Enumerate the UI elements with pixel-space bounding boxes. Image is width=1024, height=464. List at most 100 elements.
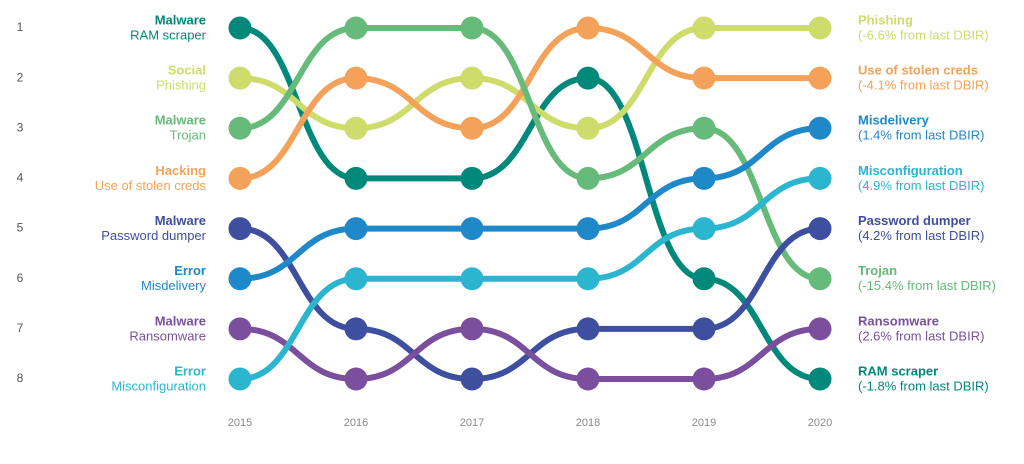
rank-dot [692, 267, 716, 291]
y-tick-label: 7 [17, 321, 24, 335]
right-label-name: Phishing [858, 12, 913, 27]
rank-dot [692, 66, 716, 90]
right-label-name: RAM scraper [858, 363, 938, 378]
series-line [237, 325, 823, 383]
rank-dot [228, 66, 252, 90]
rank-dot [460, 66, 484, 90]
rank-dot [460, 367, 484, 391]
left-label-name: Password dumper [101, 228, 206, 243]
rank-dot [692, 166, 716, 190]
rank-dot [344, 317, 368, 341]
right-label-name: Misdelivery [858, 113, 930, 128]
rank-dot [692, 116, 716, 140]
rank-dot [576, 166, 600, 190]
right-label-change: (-6.6% from last DBIR) [858, 27, 989, 42]
right-label-name: Ransomware [858, 313, 939, 328]
rank-dot [228, 116, 252, 140]
rank-dot [344, 267, 368, 291]
series-line [237, 175, 823, 382]
left-label-name: Ransomware [129, 328, 206, 343]
left-label-group: Hacking [155, 163, 206, 178]
rank-dot [344, 217, 368, 241]
rank-dot [460, 317, 484, 341]
left-label-group: Social [168, 63, 206, 78]
rank-dot [808, 217, 832, 241]
rank-dot [808, 166, 832, 190]
left-label-name: Misdelivery [141, 278, 207, 293]
rank-dot [344, 166, 368, 190]
rank-dot [576, 367, 600, 391]
y-tick-label: 4 [17, 171, 24, 185]
rank-dot [808, 267, 832, 291]
rank-dot [228, 367, 252, 391]
left-label-group: Malware [155, 213, 206, 228]
rank-dot [576, 66, 600, 90]
x-tick-label: 2019 [692, 417, 716, 429]
x-tick-label: 2016 [344, 417, 368, 429]
rank-dot [460, 166, 484, 190]
rank-dot [576, 217, 600, 241]
rank-dot [692, 367, 716, 391]
rank-dot [692, 16, 716, 40]
x-tick-label: 2020 [808, 417, 832, 429]
rank-dot [460, 16, 484, 40]
right-label-change: (4.9% from last DBIR) [858, 178, 984, 193]
rank-dot [460, 267, 484, 291]
rank-dot [228, 16, 252, 40]
left-label-name: RAM scraper [130, 27, 207, 42]
y-tick-label: 2 [17, 70, 24, 84]
right-label-change: (-4.1% from last DBIR) [858, 78, 989, 93]
right-label-name: Password dumper [858, 213, 971, 228]
right-label-change: (1.4% from last DBIR) [858, 128, 984, 143]
right-label-name: Misconfiguration [858, 163, 963, 178]
right-label-change: (-1.8% from last DBIR) [858, 378, 989, 393]
rank-dot [692, 317, 716, 341]
series-line [237, 25, 823, 382]
rank-dot [344, 66, 368, 90]
right-label-change: (4.2% from last DBIR) [858, 228, 984, 243]
rank-dot [692, 217, 716, 241]
rank-dot [576, 267, 600, 291]
rank-dot [808, 367, 832, 391]
rank-dot [228, 317, 252, 341]
rank-dot [460, 217, 484, 241]
left-label-name: Phishing [156, 78, 206, 93]
left-label-group: Malware [155, 313, 206, 328]
left-label-group: Error [174, 363, 206, 378]
rank-dot [576, 116, 600, 140]
y-tick-label: 8 [17, 371, 24, 385]
rank-dot [344, 116, 368, 140]
rank-dot [808, 66, 832, 90]
y-tick-label: 5 [17, 221, 24, 235]
rank-dot [808, 116, 832, 140]
rank-dot [344, 16, 368, 40]
right-label-change: (-15.4% from last DBIR) [858, 278, 996, 293]
series-line [237, 225, 823, 383]
y-tick-label: 6 [17, 271, 24, 285]
x-tick-label: 2018 [576, 417, 600, 429]
right-label-name: Trojan [858, 263, 897, 278]
right-label-change: (2.6% from last DBIR) [858, 328, 984, 343]
rank-dot [228, 217, 252, 241]
rank-dot [808, 16, 832, 40]
left-label-group: Malware [155, 113, 206, 128]
x-tick-label: 2017 [460, 417, 484, 429]
left-label-name: Misconfiguration [111, 378, 206, 393]
left-label-name: Trojan [170, 128, 206, 143]
series-line [237, 125, 823, 282]
rank-dot [576, 16, 600, 40]
rank-dot [228, 166, 252, 190]
rank-dot [576, 317, 600, 341]
left-label-group: Error [174, 263, 206, 278]
rank-dot [344, 367, 368, 391]
x-tick-label: 2015 [228, 417, 252, 429]
right-label-name: Use of stolen creds [858, 63, 978, 78]
series-line [237, 24, 823, 282]
left-label-group: Malware [155, 12, 206, 27]
rank-dot [460, 116, 484, 140]
rank-dot [228, 267, 252, 291]
y-tick-label: 3 [17, 120, 24, 134]
rank-dot [808, 317, 832, 341]
left-label-name: Use of stolen creds [95, 178, 207, 193]
